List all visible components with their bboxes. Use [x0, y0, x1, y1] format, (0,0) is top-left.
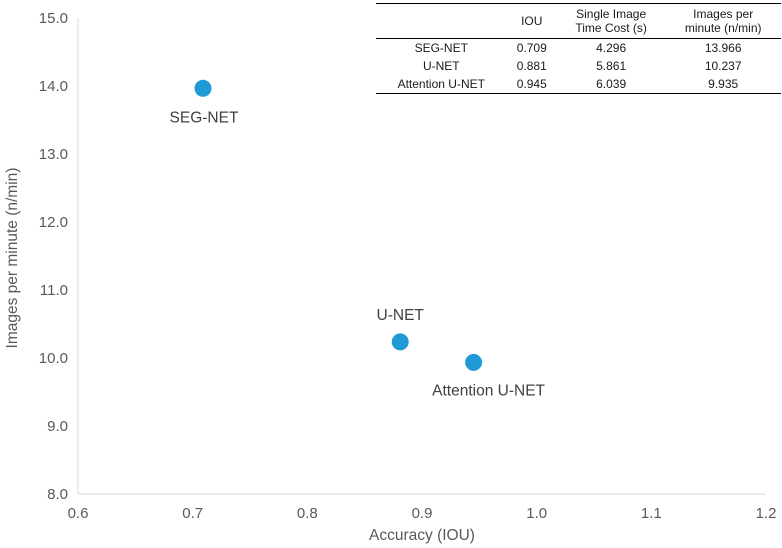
x-axis-title: Accuracy (IOU)	[369, 527, 475, 544]
x-tick-label: 0.7	[182, 505, 203, 522]
x-tick-label: 1.0	[526, 505, 547, 522]
y-tick-label: 14.0	[39, 78, 68, 95]
table-cell: Attention U-NET	[376, 75, 507, 94]
data-point-label: Attention U-NET	[432, 382, 545, 399]
table-header-cell: IOU	[506, 3, 557, 39]
data-point	[391, 333, 409, 351]
x-tick-label: 0.6	[68, 505, 89, 522]
table-header-cell	[376, 3, 507, 39]
table-cell: 5.861	[596, 59, 627, 73]
y-tick-label: 10.0	[39, 350, 68, 367]
x-tick-label: 1.1	[641, 505, 662, 522]
table-row: Attention U-NET 0.945 6.039 9.935	[376, 75, 781, 94]
table-cell: U-NET	[422, 59, 460, 73]
data-point	[465, 353, 483, 371]
table-header-row: IOU Single Image Time Cost (s) Images pe…	[376, 3, 781, 39]
y-tick-label: 11.0	[40, 282, 68, 299]
data-point	[194, 79, 212, 97]
data-point-label: U-NET	[377, 307, 425, 324]
x-tick-label: 0.9	[412, 505, 433, 522]
table-cell: SEG-NET	[414, 41, 468, 55]
results-table: IOU Single Image Time Cost (s) Images pe…	[376, 3, 781, 94]
table-cell: 6.039	[556, 75, 666, 94]
table-row: SEG-NET 0.709 4.296 13.966	[376, 39, 781, 58]
y-tick-label: 13.0	[39, 146, 68, 163]
x-tick-label: 1.2	[756, 505, 777, 522]
table-cell: 0.881	[516, 59, 547, 73]
table-cell: 0.945	[506, 75, 557, 94]
table-cell: 13.966	[704, 41, 742, 55]
table-cell: 0.709	[516, 41, 547, 55]
data-point-label: SEG-NET	[170, 109, 239, 126]
table-header-cell: Images per minute (n/min)	[665, 3, 781, 39]
x-tick-label: 0.8	[297, 505, 318, 522]
y-tick-label: 15.0	[39, 10, 68, 27]
table-cell: 9.935	[665, 75, 781, 94]
y-tick-label: 8.0	[47, 486, 68, 503]
table-cell: 10.237	[704, 59, 742, 73]
table-header-cell: Single Image Time Cost (s)	[556, 3, 666, 39]
table-cell: 4.296	[596, 41, 627, 55]
y-tick-label: 9.0	[47, 418, 68, 435]
y-tick-label: 12.0	[39, 214, 68, 231]
y-axis-title: Images per minute (n/min)	[4, 168, 21, 349]
table-row: U-NET 0.881 5.861 10.237	[376, 57, 781, 75]
